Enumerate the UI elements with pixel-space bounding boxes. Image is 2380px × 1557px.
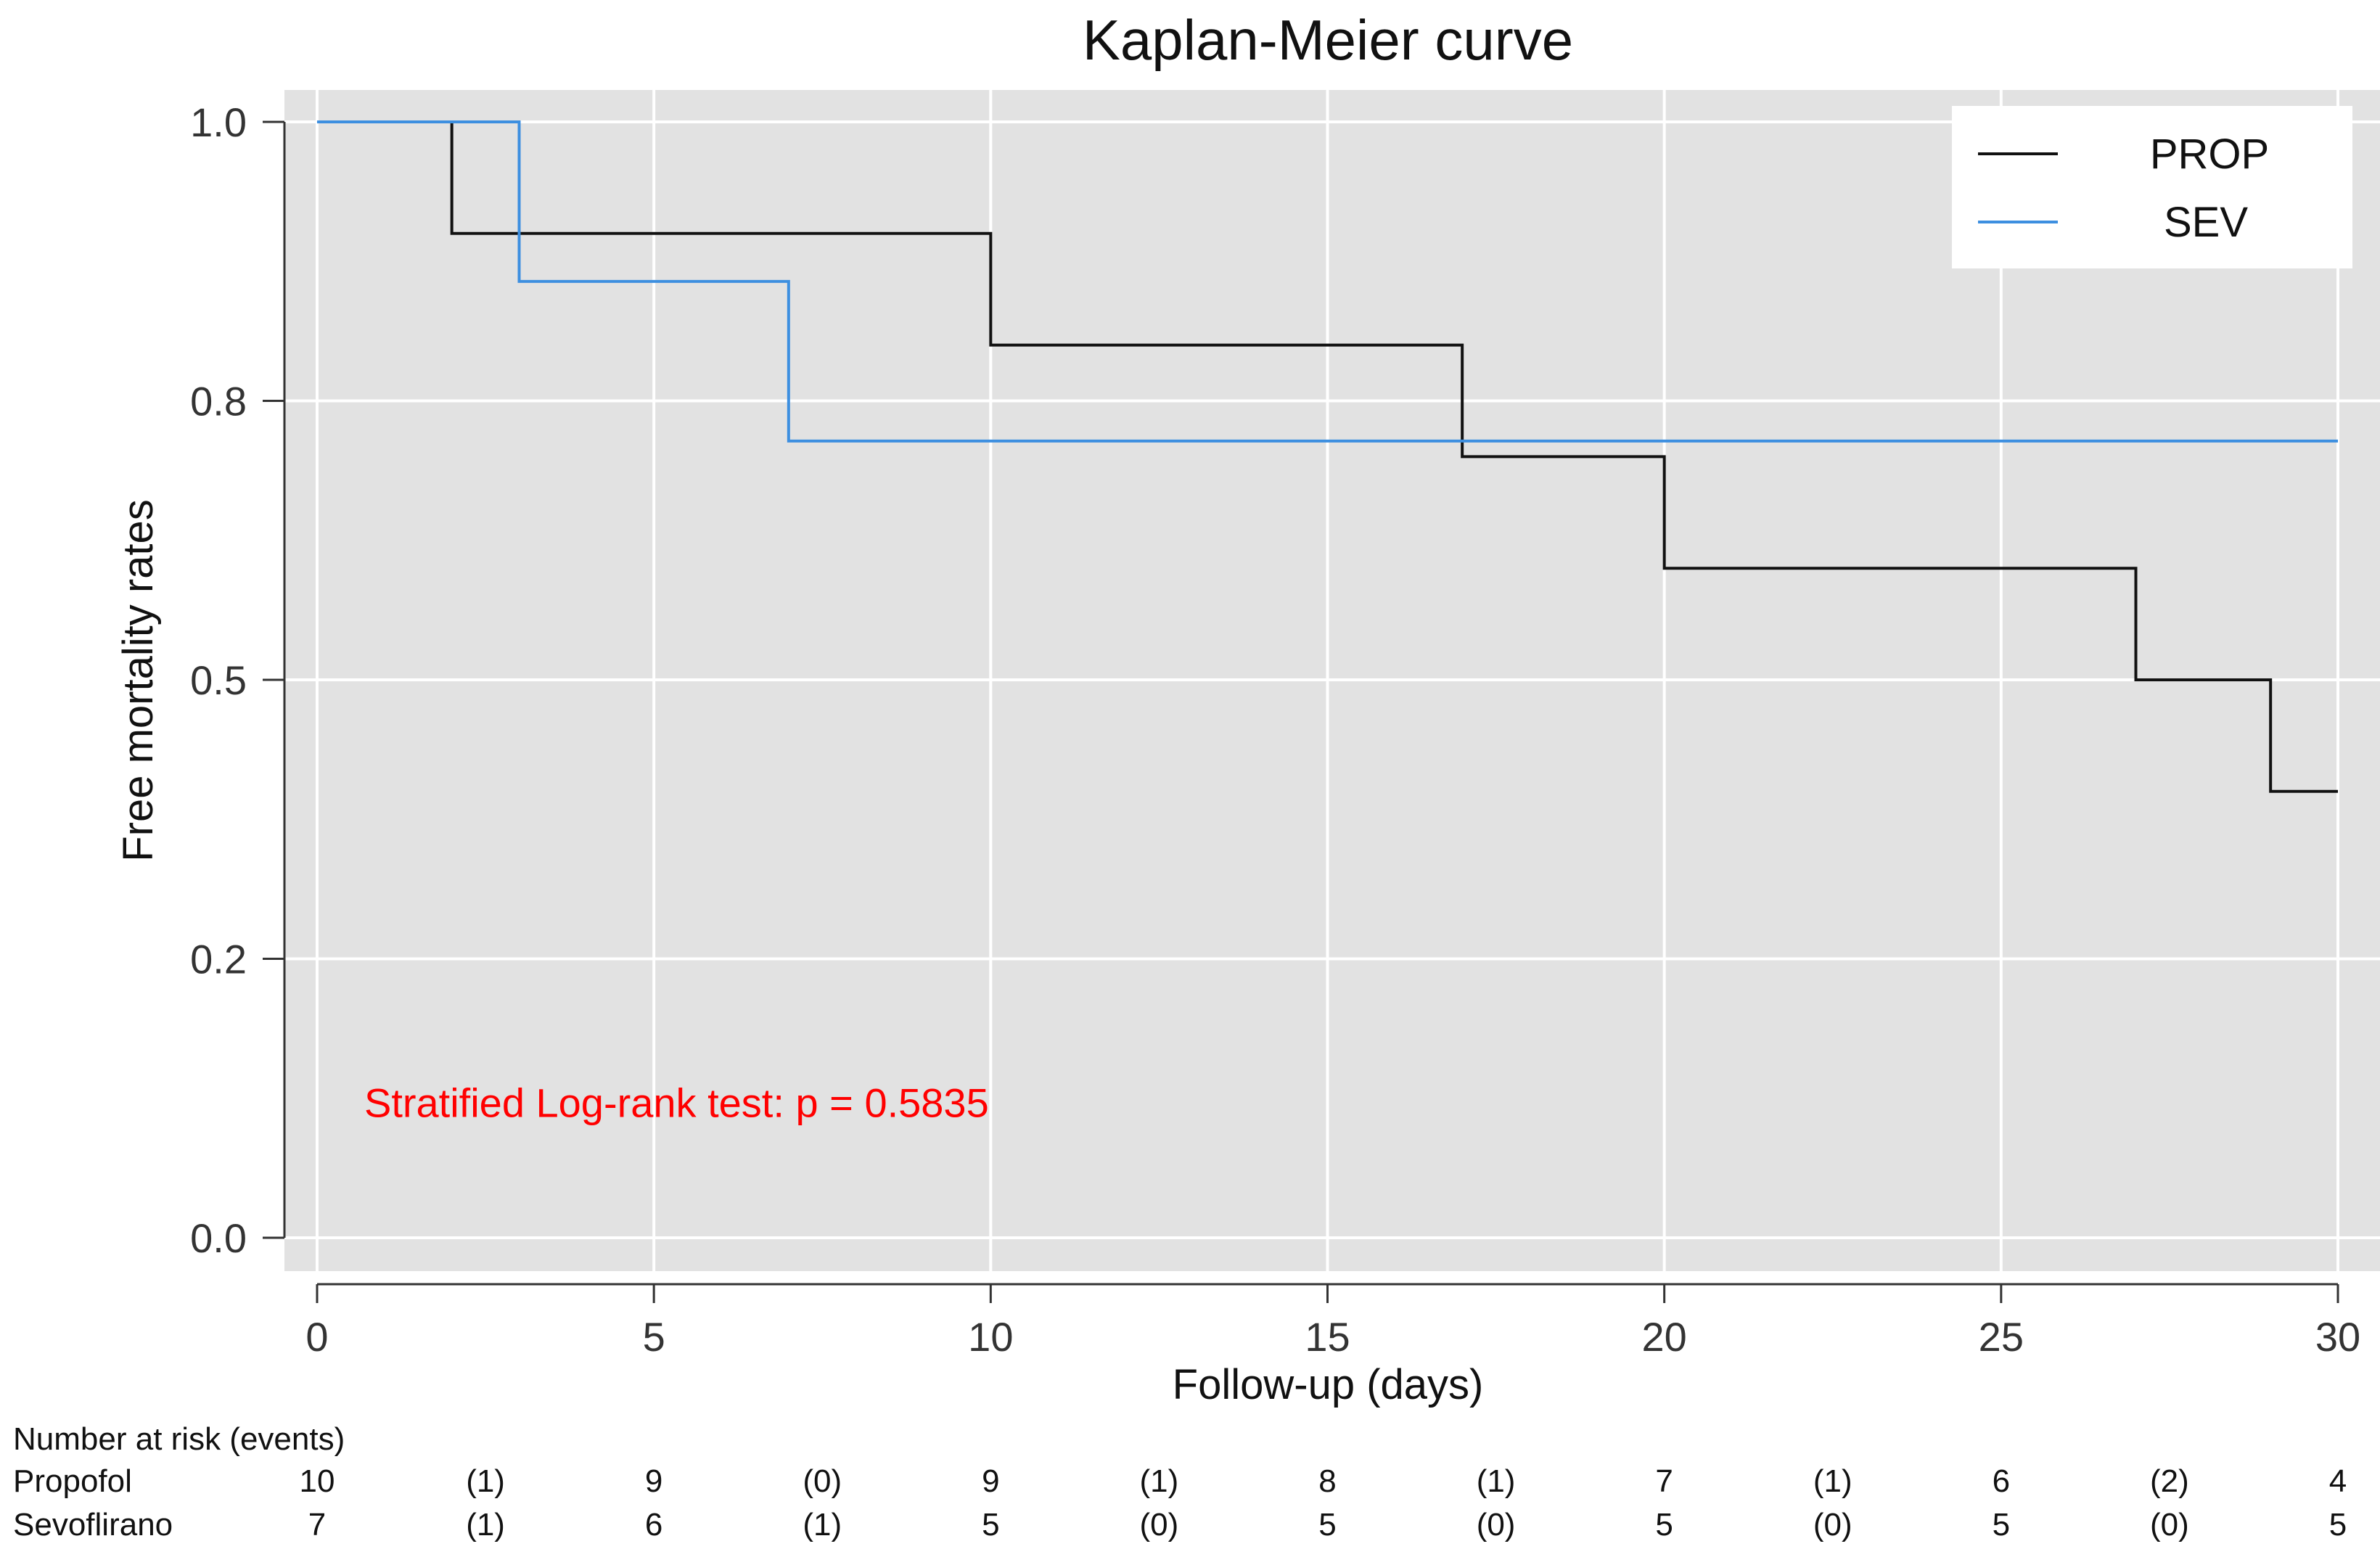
x-tick-label: 15 bbox=[1305, 1314, 1350, 1360]
x-tick-label: 10 bbox=[968, 1314, 1013, 1360]
legend: PROP SEV bbox=[1952, 106, 2352, 268]
y-tick-label: 0.2 bbox=[190, 937, 247, 982]
risk-cell: 5 bbox=[1993, 1507, 2010, 1542]
axes: 0.0 0.2 0.5 0.8 1.0 0 5 10 15 20 25 30 bbox=[190, 99, 2360, 1360]
legend-label-sev: SEV bbox=[2164, 199, 2248, 246]
series-line-prop bbox=[317, 120, 2338, 793]
y-tick-label: 0.8 bbox=[190, 379, 247, 424]
y-tick-label: 1.0 bbox=[190, 99, 247, 145]
y-axis-title: Free mortality rates bbox=[115, 499, 162, 862]
y-tick-label: 0.5 bbox=[190, 657, 247, 703]
risk-cell: (0) bbox=[1477, 1507, 1516, 1542]
legend-label-prop: PROP bbox=[2150, 131, 2269, 178]
chart-title: Kaplan-Meier curve bbox=[1083, 8, 1573, 72]
y-tick-label: 0.0 bbox=[190, 1215, 247, 1261]
legend-box bbox=[1952, 106, 2352, 268]
risk-cell: (1) bbox=[1477, 1463, 1516, 1499]
risk-cell: 7 bbox=[308, 1507, 326, 1542]
risk-table-title: Number at risk (events) bbox=[13, 1421, 345, 1457]
series-line-sev bbox=[317, 120, 2338, 443]
risk-cell: (0) bbox=[1140, 1507, 1179, 1542]
risk-row-label: Sevoflirano bbox=[13, 1507, 173, 1542]
risk-cell: (1) bbox=[466, 1463, 505, 1499]
risk-cell: (2) bbox=[2150, 1463, 2189, 1499]
risk-cell: 6 bbox=[1993, 1463, 2010, 1499]
x-tick-label: 5 bbox=[643, 1314, 665, 1360]
risk-cell: 5 bbox=[2329, 1507, 2347, 1542]
risk-cell: 8 bbox=[1318, 1463, 1336, 1499]
risk-cell: (1) bbox=[466, 1507, 505, 1542]
risk-cell: 7 bbox=[1655, 1463, 1673, 1499]
risk-cell: 10 bbox=[300, 1463, 335, 1499]
risk-cell: (0) bbox=[1813, 1507, 1852, 1542]
x-axis-title: Follow-up (days) bbox=[1173, 1361, 1484, 1408]
risk-cell: 9 bbox=[982, 1463, 999, 1499]
risk-cell: 5 bbox=[1655, 1507, 1673, 1542]
risk-cell: (1) bbox=[803, 1507, 842, 1542]
risk-cell: (1) bbox=[1813, 1463, 1852, 1499]
x-tick-label: 20 bbox=[1642, 1314, 1687, 1360]
logrank-annotation: Stratified Log-rank test: p = 0.5835 bbox=[364, 1080, 989, 1125]
risk-cell: 5 bbox=[982, 1507, 999, 1542]
x-tick-label: 25 bbox=[1979, 1314, 2024, 1360]
x-tick-label: 30 bbox=[2315, 1314, 2360, 1360]
risk-cell: (0) bbox=[2150, 1507, 2189, 1542]
risk-cell: 5 bbox=[1318, 1507, 1336, 1542]
risk-cell: 9 bbox=[645, 1463, 662, 1499]
x-tick-label: 0 bbox=[305, 1314, 328, 1360]
series-lines bbox=[317, 120, 2338, 793]
risk-cell: 6 bbox=[645, 1507, 662, 1542]
risk-cell: (1) bbox=[1140, 1463, 1179, 1499]
risk-table: Number at risk (events) Propofol 10 (1) 9 (0… bbox=[13, 1421, 2347, 1542]
risk-row-label: Propofol bbox=[13, 1463, 132, 1499]
risk-cell: (0) bbox=[803, 1463, 842, 1499]
risk-cell: 4 bbox=[2329, 1463, 2347, 1499]
